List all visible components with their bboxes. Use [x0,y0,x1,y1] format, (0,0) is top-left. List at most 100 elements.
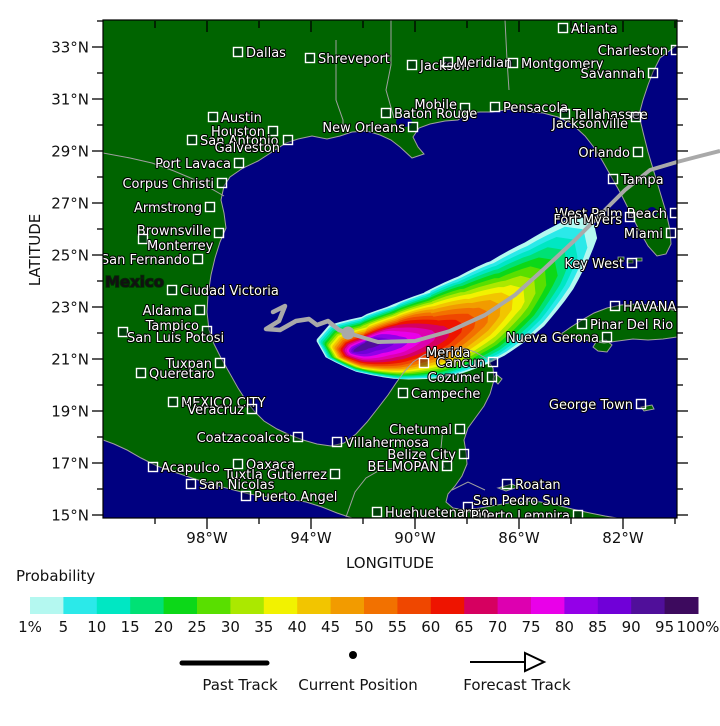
city-label: Fort Myers [553,213,622,228]
coastline [103,20,677,518]
colorbar-segment-25 [197,597,231,614]
colorbar-tick-label: 50 [354,618,373,636]
city-marker [233,157,245,169]
city-marker [192,253,204,265]
city-marker [418,357,430,369]
colorbar-tick-label: 55 [388,618,407,636]
city-marker [292,431,304,443]
city-marker [559,108,571,120]
city-label: Miami [624,227,663,242]
city-label: Nueva Gerona [506,331,599,346]
city-marker [329,468,341,480]
colorbar-segment-45 [330,597,365,614]
y-tick-label: 15°N [51,507,89,525]
city-label: Key West [564,257,624,272]
colorbar-segment-20 [163,597,198,614]
city-label: Jacksonville [551,117,628,132]
plume-contour-90pct [353,341,380,352]
forecast-track-line [347,149,720,344]
city-label: Atlanta [571,22,618,37]
city-label: Galveston [215,141,280,156]
city-label: MEXICO CITY [181,396,265,411]
city-label: Monterrey [147,239,214,254]
colorbar-segment-10 [96,597,131,614]
colorbar-tick-label: 80 [555,618,574,636]
city-marker [201,325,213,337]
legend-title: Probability [16,567,95,585]
city-label: Veracruz [187,403,244,418]
city-label: Tallahassee [572,108,648,123]
city-label: Merida [426,346,470,361]
city-marker [207,111,219,123]
city-marker [624,211,636,223]
city-label: Queretaro [149,367,215,382]
city-label: Pensacola [503,101,568,116]
symbol-legend: Past Track Current Position Forecast Tra… [179,651,571,694]
city-marker [665,227,677,239]
city-label: HAVANA [623,300,677,315]
city-label: Montgomery [521,57,604,72]
y-axis-title: LATITUDE [26,214,44,287]
city-label: Puerto Angel [254,490,337,505]
colorbar-segment-35 [263,597,298,614]
city-marker [246,403,258,415]
city-marker [462,501,474,513]
city-marker [487,356,499,368]
city-marker [147,461,159,473]
city-marker [166,284,178,296]
city-label: Tampico [145,319,199,334]
landmass [103,20,677,518]
colorbar-tick-label: 40 [288,618,307,636]
city-marker [232,46,244,58]
past-track-line [263,303,351,336]
city-label: Huehuetenango [385,506,489,521]
political-border [451,481,486,491]
city-marker [626,257,638,269]
city-marker [635,398,647,410]
colorbar-tick-label: 65 [455,618,474,636]
city-marker [331,436,343,448]
city-marker [632,146,644,158]
city-label: San Antonio [200,134,279,149]
city-marker [669,207,677,219]
city-marker [135,367,147,379]
forecast-track-label: Forecast Track [463,676,571,694]
city-label: Port Lavaca [155,157,231,172]
city-label: Cozumel [428,371,484,386]
country-label-mexico: Mexico [105,273,164,291]
colorbar-segment-15 [130,597,165,614]
city-marker [670,44,677,56]
city-marker [282,134,294,146]
city-marker [371,506,383,518]
city-marker [397,387,409,399]
y-tick-label: 25°N [51,247,89,265]
colorbar-tick-label: 95 [655,618,674,636]
x-tick-label: 98°W [186,529,228,547]
colorbar-tick-label: 15 [121,618,140,636]
city-label: West Palm Beach [555,207,667,222]
city-label: Mobile [414,98,457,113]
x-tick-label: 90°W [394,529,436,547]
x-tick-label: 86°W [498,529,540,547]
city-marker [232,458,244,470]
colorbar-segment-55 [397,597,432,614]
city-marker [458,448,470,460]
political-border [345,467,409,518]
colorbar-segment-1 [30,597,64,614]
colorbar-tick-label: 90 [622,618,641,636]
city-label: Chetumal [389,423,452,438]
city-label: Oaxaca [246,458,295,473]
city-label: Cancun [436,356,485,371]
city-marker [267,125,279,137]
political-border [385,20,395,119]
y-tick-label: 23°N [51,299,89,317]
storm-tracks [263,149,720,344]
city-marker [204,201,216,213]
city-marker [609,300,621,312]
probability-colorbar: 1% 5 10 15 20 25 30 35 40 45 50 55 60 65 70 75 80 85 90 95 1… [18,597,719,636]
city-marker [240,490,252,502]
city-marker [442,56,454,68]
colorbar-segment-40 [297,597,332,614]
